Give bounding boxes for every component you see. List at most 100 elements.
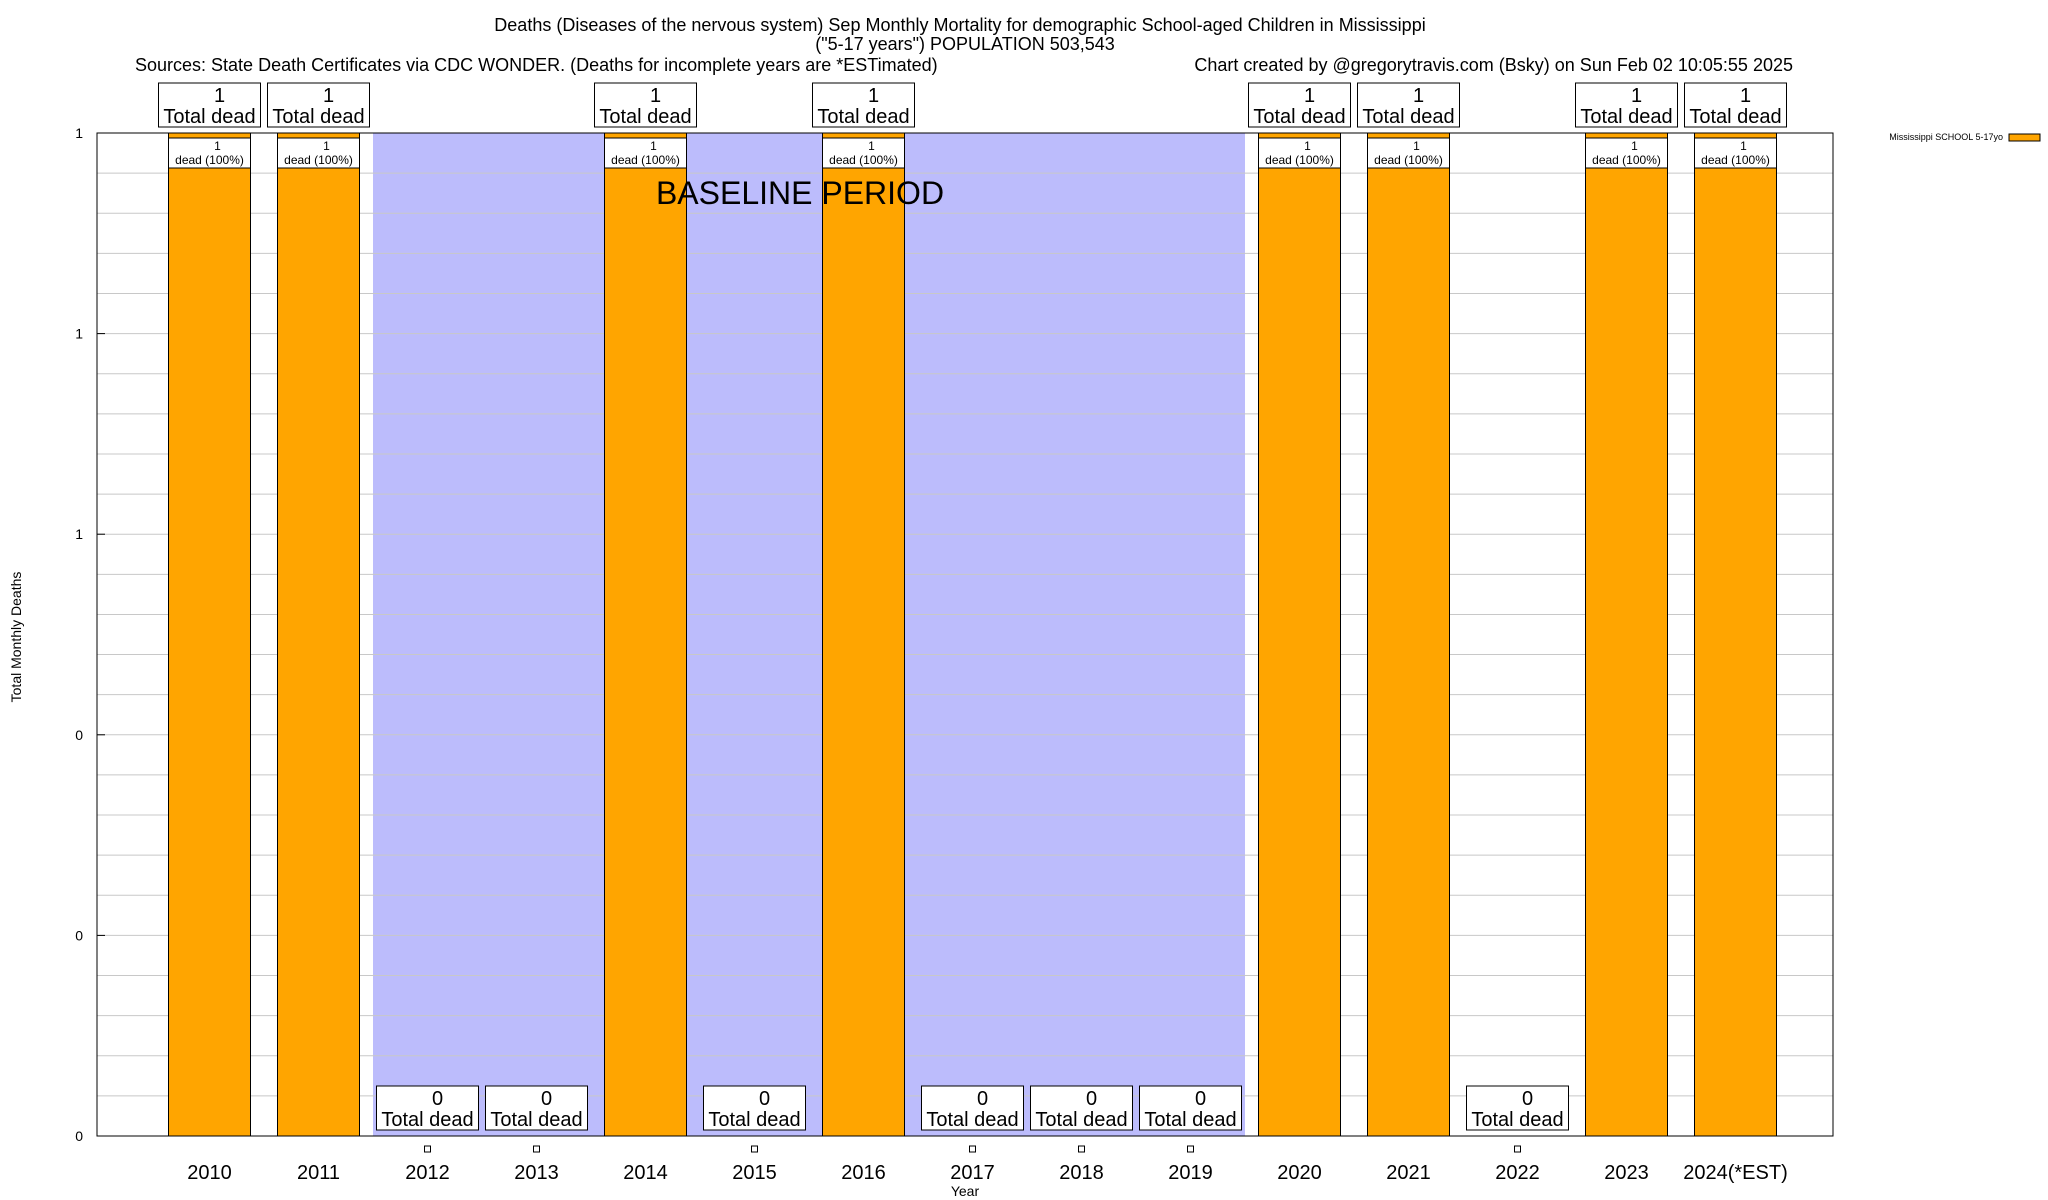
bar-2021 xyxy=(1367,132,1450,1137)
legend-label: Mississippi SCHOOL 5-17yo xyxy=(1889,132,2003,142)
y-tick-label: 1 xyxy=(75,526,83,542)
inner-label-count: 1 xyxy=(650,139,657,153)
inner-label-text: dead (100%) xyxy=(829,153,898,167)
x-tick-label: 2013 xyxy=(514,1162,559,1184)
top-label-text: Total dead xyxy=(817,106,909,128)
top-label-box xyxy=(1466,1085,1569,1131)
zero-marker xyxy=(1078,1145,1085,1153)
inner-label-text: dead (100%) xyxy=(1701,153,1770,167)
top-label-count: 1 xyxy=(1740,85,1751,107)
inner-label-box xyxy=(604,137,687,169)
inner-label-box xyxy=(1585,137,1668,169)
top-label-text: Total dead xyxy=(1253,106,1345,128)
zero-marker xyxy=(1514,1145,1521,1153)
zero-marker xyxy=(751,1145,758,1153)
x-tick-label: 2010 xyxy=(187,1162,232,1184)
top-label-count: 0 xyxy=(1086,1088,1097,1110)
bar-2020 xyxy=(1258,132,1341,1137)
x-tick-label: 2022 xyxy=(1495,1162,1540,1184)
zero-marker xyxy=(424,1145,431,1153)
bar-2024(*EST) xyxy=(1694,132,1777,1137)
top-label-count: 0 xyxy=(759,1088,770,1110)
inner-label-count: 1 xyxy=(214,139,221,153)
inner-label-count: 1 xyxy=(1413,139,1420,153)
bar-2016 xyxy=(822,132,905,1137)
inner-label-count: 1 xyxy=(1631,139,1638,153)
top-label-box xyxy=(921,1085,1024,1131)
x-axis-label: Year xyxy=(951,1183,980,1199)
top-label-count: 1 xyxy=(1304,85,1315,107)
inner-label-box xyxy=(1694,137,1777,169)
y-tick-label: 0 xyxy=(75,927,83,943)
top-label-box xyxy=(1248,82,1351,128)
top-label-box xyxy=(1357,82,1460,128)
y-tick-label: 1 xyxy=(75,326,83,342)
top-label-text: Total dead xyxy=(926,1109,1018,1131)
top-label-text: Total dead xyxy=(1580,106,1672,128)
inner-label-count: 1 xyxy=(1740,139,1747,153)
top-label-box xyxy=(812,82,915,128)
top-label-box xyxy=(1139,1085,1242,1131)
top-label-box xyxy=(1575,82,1678,128)
zero-marker xyxy=(533,1145,540,1153)
inner-label-count: 1 xyxy=(868,139,875,153)
top-label-box xyxy=(703,1085,806,1131)
top-label-text: Total dead xyxy=(708,1109,800,1131)
top-label-count: 0 xyxy=(1522,1088,1533,1110)
top-label-box xyxy=(485,1085,588,1131)
baseline-period-band xyxy=(373,133,1245,1136)
chart-title: Deaths (Diseases of the nervous system) … xyxy=(494,15,1425,35)
top-label-count: 1 xyxy=(868,85,879,107)
inner-label-box xyxy=(1258,137,1341,169)
top-label-text: Total dead xyxy=(381,1109,473,1131)
top-label-count: 0 xyxy=(541,1088,552,1110)
x-tick-label: 2020 xyxy=(1277,1162,1322,1184)
x-tick-label: 2024(*EST) xyxy=(1683,1162,1788,1184)
plot-frame xyxy=(96,132,1834,1137)
top-label-count: 0 xyxy=(1195,1088,1206,1110)
x-tick-label: 2017 xyxy=(950,1162,995,1184)
chart-subtitle: ("5-17 years") POPULATION 503,543 xyxy=(815,34,1115,54)
x-tick-label: 2023 xyxy=(1604,1162,1649,1184)
x-tick-label: 2021 xyxy=(1386,1162,1431,1184)
x-tick-label: 2019 xyxy=(1168,1162,1213,1184)
top-label-text: Total dead xyxy=(1689,106,1781,128)
x-tick-label: 2016 xyxy=(841,1162,886,1184)
inner-label-text: dead (100%) xyxy=(611,153,680,167)
bar-2010 xyxy=(168,132,251,1137)
x-tick-label: 2014 xyxy=(623,1162,668,1184)
bar-2014 xyxy=(604,132,687,1137)
inner-label-text: dead (100%) xyxy=(1265,153,1334,167)
chart-credit: Chart created by @gregorytravis.com (Bsk… xyxy=(1194,55,1793,75)
inner-label-count: 1 xyxy=(1304,139,1311,153)
top-label-count: 1 xyxy=(214,85,225,107)
inner-label-text: dead (100%) xyxy=(284,153,353,167)
y-tick-label: 0 xyxy=(75,727,83,743)
bar-2011 xyxy=(277,132,360,1137)
top-label-text: Total dead xyxy=(599,106,691,128)
zero-marker xyxy=(1187,1145,1194,1153)
top-label-box xyxy=(267,82,370,128)
inner-label-box xyxy=(1367,137,1450,169)
top-label-count: 1 xyxy=(1631,85,1642,107)
inner-label-box xyxy=(168,137,251,169)
